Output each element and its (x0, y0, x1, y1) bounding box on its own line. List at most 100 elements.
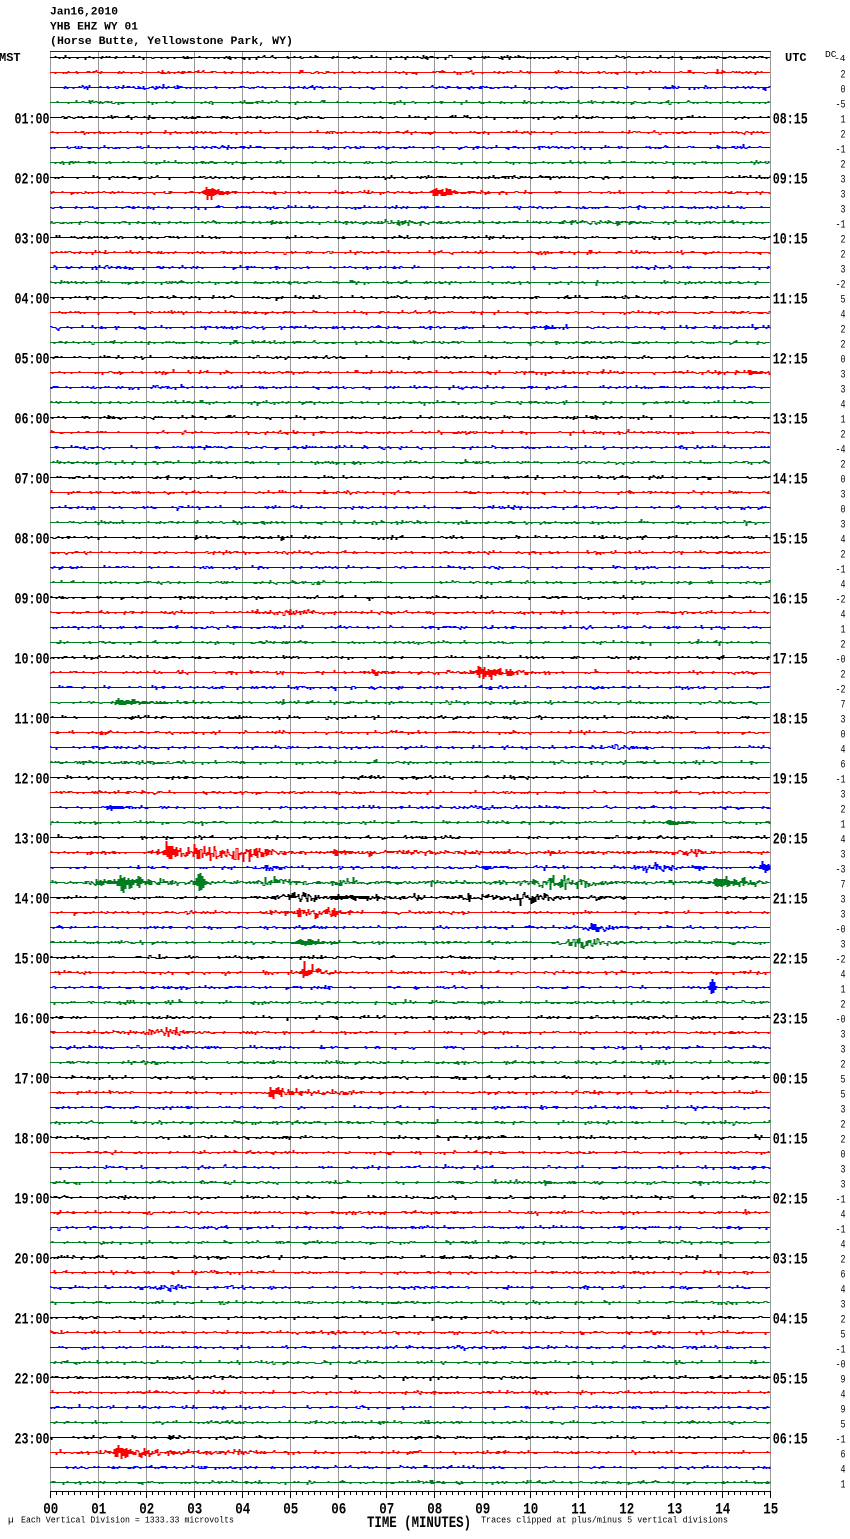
svg-text:02:15: 02:15 (773, 1191, 808, 1209)
svg-text:2: 2 (841, 1255, 846, 1267)
svg-text:7: 7 (841, 880, 846, 892)
svg-text:2: 2 (841, 1315, 846, 1327)
svg-text:3: 3 (841, 190, 846, 202)
svg-text:2: 2 (841, 160, 846, 172)
svg-text:2: 2 (841, 250, 846, 262)
svg-text:2: 2 (841, 430, 846, 442)
svg-text:14: 14 (715, 1501, 730, 1519)
svg-text:1: 1 (841, 1480, 846, 1492)
svg-text:4: 4 (841, 1240, 846, 1252)
svg-text:20:00: 20:00 (15, 1251, 50, 1269)
svg-text:2: 2 (841, 640, 846, 652)
svg-text:-1: -1 (836, 1435, 846, 1447)
svg-text:08:15: 08:15 (773, 111, 808, 129)
svg-text:19:00: 19:00 (15, 1191, 50, 1209)
svg-text:TIME (MINUTES): TIME (MINUTES) (367, 1514, 471, 1532)
svg-text:1: 1 (841, 115, 846, 127)
svg-text:3: 3 (841, 1300, 846, 1312)
svg-text:2: 2 (841, 1000, 846, 1012)
svg-text:15:00: 15:00 (15, 951, 50, 969)
svg-text:15: 15 (763, 1501, 778, 1519)
svg-text:3: 3 (841, 940, 846, 952)
svg-text:16:15: 16:15 (773, 591, 808, 609)
svg-text:10: 10 (523, 1501, 538, 1519)
svg-text:3: 3 (841, 895, 846, 907)
svg-text:-1: -1 (836, 775, 846, 787)
svg-text:5: 5 (841, 1090, 846, 1102)
svg-text:-1: -1 (836, 565, 846, 577)
svg-text:-4: -4 (834, 53, 846, 64)
svg-text:4: 4 (841, 970, 846, 982)
svg-text:3: 3 (841, 850, 846, 862)
svg-text:03:00: 03:00 (15, 231, 50, 249)
svg-text:12:00: 12:00 (15, 771, 50, 789)
svg-text:-0: -0 (836, 655, 846, 667)
svg-text:17:00: 17:00 (15, 1071, 50, 1089)
svg-text:13: 13 (667, 1501, 682, 1519)
svg-text:Jan16,2010: Jan16,2010 (50, 7, 118, 19)
svg-text:22:15: 22:15 (773, 951, 808, 969)
svg-text:7: 7 (841, 700, 846, 712)
svg-text:2: 2 (841, 1135, 846, 1147)
svg-text:00:15: 00:15 (773, 1071, 808, 1089)
svg-text:12:15: 12:15 (773, 351, 808, 369)
svg-text:2: 2 (841, 460, 846, 472)
svg-text:2: 2 (841, 70, 846, 82)
svg-text:(Horse Butte, Yellowstone Park: (Horse Butte, Yellowstone Park, WY) (50, 36, 293, 48)
svg-text:6: 6 (841, 760, 846, 772)
svg-text:06:15: 06:15 (773, 1431, 808, 1449)
svg-text:µ: µ (8, 1515, 14, 1526)
svg-text:4: 4 (841, 580, 846, 592)
svg-text:13:15: 13:15 (773, 411, 808, 429)
svg-text:UTC: UTC (785, 51, 807, 65)
svg-text:16:00: 16:00 (15, 1011, 50, 1029)
svg-text:0: 0 (841, 730, 846, 742)
svg-text:Each Vertical Division = 1333.: Each Vertical Division = 1333.33 microvo… (21, 1515, 234, 1526)
svg-text:05:00: 05:00 (15, 351, 50, 369)
svg-text:05:15: 05:15 (773, 1371, 808, 1389)
svg-text:06: 06 (331, 1501, 346, 1519)
svg-text:-3: -3 (836, 865, 846, 877)
svg-text:Traces clipped at plus/minus 5: Traces clipped at plus/minus 5 vertical … (481, 1515, 728, 1526)
svg-text:03:15: 03:15 (773, 1251, 808, 1269)
svg-text:19:15: 19:15 (773, 771, 808, 789)
svg-text:4: 4 (841, 535, 846, 547)
svg-text:-0: -0 (836, 925, 846, 937)
svg-text:-1: -1 (836, 145, 846, 157)
svg-text:21:00: 21:00 (15, 1311, 50, 1329)
svg-text:11:00: 11:00 (15, 711, 50, 729)
svg-text:2: 2 (841, 805, 846, 817)
svg-text:10:15: 10:15 (773, 231, 808, 249)
svg-text:5: 5 (841, 295, 846, 307)
svg-text:4: 4 (841, 1390, 846, 1402)
svg-text:09:15: 09:15 (773, 171, 808, 189)
svg-text:22:00: 22:00 (15, 1371, 50, 1389)
svg-text:3: 3 (841, 370, 846, 382)
svg-text:-1: -1 (836, 1225, 846, 1237)
svg-text:12: 12 (619, 1501, 634, 1519)
svg-text:01: 01 (91, 1501, 106, 1519)
svg-text:4: 4 (841, 1210, 846, 1222)
svg-text:11:15: 11:15 (773, 291, 808, 309)
svg-text:-2: -2 (836, 595, 846, 607)
svg-text:-0: -0 (836, 1360, 846, 1372)
svg-text:1: 1 (841, 985, 846, 997)
svg-text:01:15: 01:15 (773, 1131, 808, 1149)
svg-text:18:00: 18:00 (15, 1131, 50, 1149)
svg-text:2: 2 (841, 340, 846, 352)
svg-text:0: 0 (841, 505, 846, 517)
svg-text:9: 9 (841, 1375, 846, 1387)
svg-text:-4: -4 (836, 445, 846, 457)
svg-text:2: 2 (841, 325, 846, 337)
svg-text:14:00: 14:00 (15, 891, 50, 909)
svg-text:23:00: 23:00 (15, 1431, 50, 1449)
svg-text:5: 5 (841, 1330, 846, 1342)
svg-text:YHB EHZ WY 01: YHB EHZ WY 01 (50, 22, 138, 34)
svg-text:04:00: 04:00 (15, 291, 50, 309)
svg-text:09:00: 09:00 (15, 591, 50, 609)
svg-text:1: 1 (841, 820, 846, 832)
svg-text:0: 0 (841, 1150, 846, 1162)
svg-text:3: 3 (841, 520, 846, 532)
svg-text:2: 2 (841, 550, 846, 562)
svg-text:02:00: 02:00 (15, 171, 50, 189)
